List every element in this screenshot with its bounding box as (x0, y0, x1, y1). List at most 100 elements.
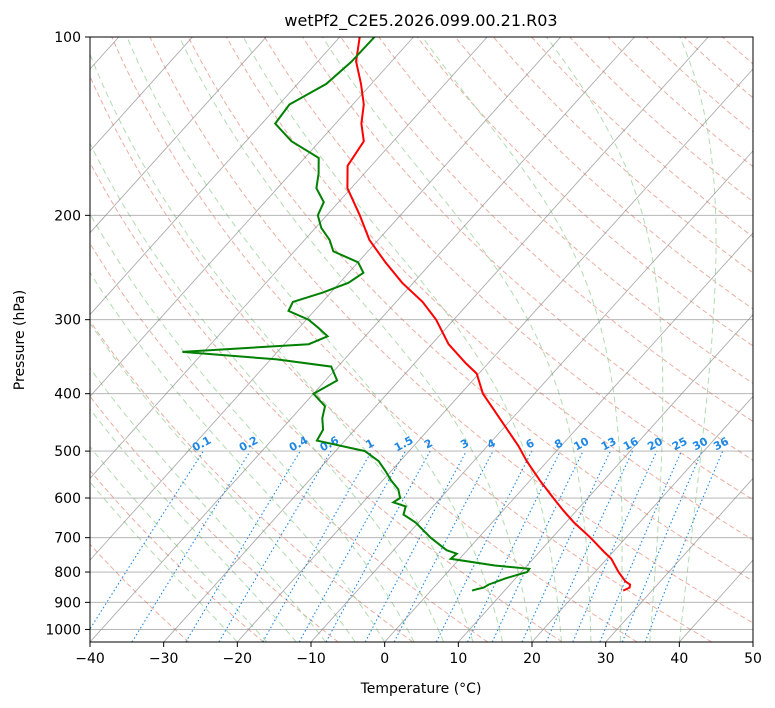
background-lines (90, 37, 753, 642)
moist-adiabats (90, 37, 717, 642)
x-tick-label: 30 (597, 651, 615, 667)
dry-adiabat-line (302, 37, 753, 461)
moist-adiabat-line (90, 367, 327, 642)
mixing-ratio-label: 6 (524, 436, 537, 451)
mixing-ratio-line (262, 450, 373, 642)
profiles (182, 37, 632, 592)
mixing-ratio-line (298, 450, 406, 642)
x-tick-label: 20 (523, 651, 541, 667)
isotherm-line (90, 37, 193, 152)
mixing-ratio-line (467, 450, 561, 642)
y-tick-label: 200 (54, 208, 81, 224)
moist-adiabat-line (322, 37, 592, 642)
mixing-ratio-line (599, 450, 682, 642)
mixing-ratio-line (325, 450, 431, 642)
dry-adiabat-line (90, 469, 264, 642)
mixing-ratio-label: 16 (621, 435, 641, 454)
y-tick-label: 700 (54, 531, 81, 547)
mixing-ratio-line (491, 450, 584, 642)
dry-adiabats (90, 37, 753, 642)
moist-adiabat-line (126, 37, 503, 642)
dry-adiabat-line (340, 37, 753, 423)
isotherm-line (752, 641, 753, 642)
x-tick-label: −40 (75, 651, 105, 667)
mixing-ratio-line (521, 450, 611, 642)
moist-adiabat-line (90, 481, 238, 642)
mixing-ratio-label: 20 (645, 435, 665, 454)
x-tick-label: 10 (449, 651, 467, 667)
dry-adiabat-line (149, 37, 753, 624)
isotherm-label: -20 (748, 51, 771, 75)
y-tick-label: 100 (54, 30, 81, 46)
moist-adiabat-line (178, 37, 533, 642)
mixing-ratio-line (185, 450, 301, 642)
isotherm-line (605, 477, 753, 642)
dry-adiabat-line (187, 37, 753, 582)
moist-adiabat-line (546, 37, 664, 642)
isotherm-line (90, 37, 341, 316)
mixing-ratio-label: 30 (690, 434, 710, 453)
moist-adiabat-line (90, 322, 356, 642)
mixing-ratio-label: 10 (572, 435, 592, 454)
isotherm-line (90, 37, 635, 642)
x-tick-label: −10 (296, 651, 326, 667)
dry-adiabat-line (90, 161, 563, 642)
mixing-ratio-label: 13 (599, 435, 619, 454)
mixing-ratio-label: 25 (670, 435, 690, 454)
isotherm-line (310, 150, 753, 642)
x-axis: −40 −30 −20 −10 0 10 20 30 40 50 (75, 642, 762, 667)
dry-adiabat-line (645, 37, 753, 133)
dry-adiabat-line (264, 37, 753, 501)
dry-adiabat-line (531, 37, 753, 238)
y-tick-label: 500 (54, 444, 81, 460)
isotherm-line (90, 37, 267, 234)
mixing-ratio-label: 2 (422, 436, 435, 451)
dry-adiabat-line (90, 75, 638, 642)
moist-adiabat-line (242, 37, 562, 642)
isotherms (90, 37, 753, 642)
y-tick-label: 600 (54, 491, 81, 507)
isotherm-line (90, 37, 488, 480)
y-tick-label: 400 (54, 387, 81, 403)
y-tick-label: 300 (54, 313, 81, 329)
isotherm-line (163, 37, 709, 642)
isotherm-line (457, 313, 753, 642)
dry-adiabat-line (607, 37, 753, 168)
mixing-ratio-label: 3 (458, 436, 471, 451)
mixing-ratio-line (545, 450, 633, 642)
mixing-ratio-line (435, 450, 533, 642)
dry-adiabat-line (90, 242, 488, 642)
moist-adiabat-line (90, 271, 386, 642)
mixing-ratio-line (644, 450, 724, 642)
x-tick-label: 0 (380, 651, 389, 667)
moist-adiabat-line (678, 37, 717, 642)
mixing-ratio-lines (90, 450, 724, 642)
dry-adiabat-line (225, 37, 753, 541)
y-tick-label: 1000 (45, 622, 81, 638)
isotherm-line (90, 37, 414, 398)
x-tick-label: −20 (223, 651, 253, 667)
isotherm-line (236, 68, 753, 642)
x-tick-label: −30 (149, 651, 179, 667)
dry-adiabat-line (683, 37, 753, 99)
x-tick-label: 40 (670, 651, 688, 667)
chart-title: wetPf2_C2E5.2026.099.00.21.R03 (284, 11, 557, 31)
moist-adiabat-line (90, 408, 297, 642)
mixing-ratio-line (572, 450, 658, 642)
y-axis-title: Pressure (hPa) (12, 290, 28, 390)
dry-adiabat-line (416, 37, 753, 347)
y-axis: 100 200 300 400 500 600 700 800 900 1000 (45, 30, 90, 638)
moist-adiabat-line (90, 445, 268, 642)
dry-adiabat-line (111, 37, 712, 642)
y-tick-label: 800 (54, 565, 81, 581)
dry-adiabat-line (493, 37, 753, 274)
mixing-ratio-line (364, 450, 467, 642)
moist-adiabat-line (90, 52, 474, 642)
y-tick-label: 900 (54, 595, 81, 611)
moist-adiabat-line (90, 142, 445, 642)
temperature-series-line (346, 37, 632, 592)
mixing-ratio-line (90, 450, 204, 630)
mixing-ratio-label: 36 (711, 435, 731, 454)
